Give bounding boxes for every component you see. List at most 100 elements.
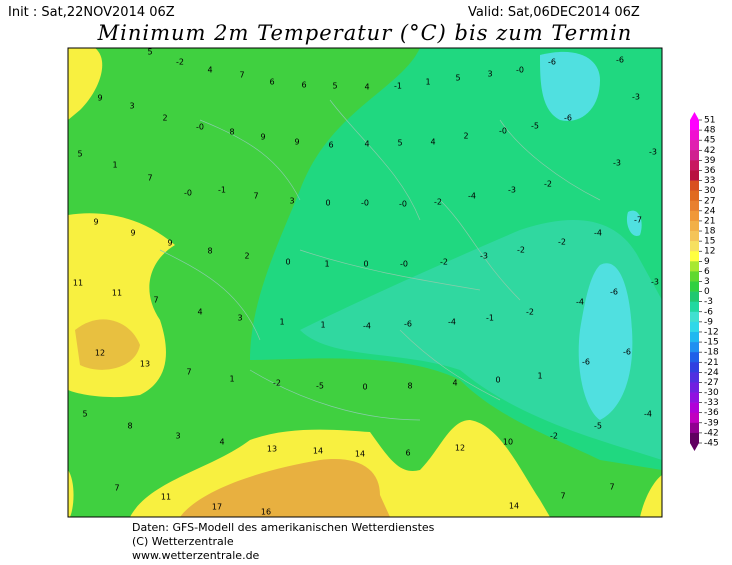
colorbar-band bbox=[690, 120, 699, 131]
temperature-label: 4 bbox=[430, 138, 435, 147]
colorbar-label: -36 bbox=[704, 408, 719, 418]
temperature-label: 0 bbox=[363, 260, 368, 269]
temperature-label: 4 bbox=[219, 438, 224, 447]
temperature-label: 4 bbox=[452, 379, 457, 388]
colorbar-label: -9 bbox=[704, 317, 713, 327]
map-labels: 5 -2 4 7 6 6 5 4 -1 1 5 3 -0 -6 -6 9 3 2 -0 8 9 9 6 4 5 4 2 -0 -5 -6 -… bbox=[73, 48, 659, 517]
temperature-label: 1 bbox=[112, 161, 117, 170]
temperature-label: 2 bbox=[244, 252, 249, 261]
colorbar-band bbox=[690, 200, 699, 212]
colorbar-label: 39 bbox=[704, 156, 716, 166]
temperature-label: 6 bbox=[328, 141, 333, 150]
temperature-label: 9 bbox=[97, 94, 102, 103]
temperature-label: -0 bbox=[184, 189, 192, 198]
temperature-label: -7 bbox=[634, 216, 642, 225]
temperature-label: 0 bbox=[362, 383, 367, 392]
temperature-label: -2 bbox=[550, 432, 558, 441]
footer-source: Daten: GFS-Modell des amerikanischen Wet… bbox=[132, 521, 435, 534]
temperature-label: 13 bbox=[140, 360, 150, 369]
colorbar-label: 30 bbox=[704, 186, 716, 196]
colorbar-label: -27 bbox=[704, 378, 719, 388]
colorbar-tip bbox=[690, 112, 699, 120]
colorbar-band bbox=[690, 251, 699, 262]
temperature-label: -2 bbox=[176, 58, 184, 67]
colorbar-band bbox=[690, 342, 699, 353]
colorbar-band bbox=[690, 160, 699, 171]
colorbar-band bbox=[690, 352, 699, 363]
temperature-label: 0 bbox=[325, 199, 330, 208]
temperature-label: -0 bbox=[499, 127, 507, 136]
colorbar-label: -15 bbox=[704, 338, 719, 348]
temperature-label: 9 bbox=[93, 218, 98, 227]
temperature-label: -0 bbox=[516, 66, 524, 75]
temperature-label: -5 bbox=[531, 122, 539, 131]
temperature-label: -1 bbox=[218, 186, 226, 195]
temperature-label: -6 bbox=[404, 320, 412, 329]
temperature-label: 9 bbox=[167, 239, 172, 248]
colorbar-label: -6 bbox=[704, 307, 713, 317]
temperature-label: 3 bbox=[129, 102, 134, 111]
temperature-label: -0 bbox=[361, 199, 369, 208]
temperature-label: 2 bbox=[463, 132, 468, 141]
temperature-label: 4 bbox=[364, 83, 369, 92]
temperature-label: -0 bbox=[399, 200, 407, 209]
temperature-label: 13 bbox=[267, 445, 277, 454]
temperature-label: 1 bbox=[324, 260, 329, 269]
temperature-label: 8 bbox=[127, 422, 132, 431]
temperature-label: 1 bbox=[425, 78, 430, 87]
colorbar-band bbox=[690, 291, 699, 302]
temperature-label: 10 bbox=[503, 438, 513, 447]
colorbar-label: 12 bbox=[704, 247, 715, 257]
colorbar-label: -45 bbox=[704, 439, 719, 449]
colorbar-label: -18 bbox=[704, 348, 719, 358]
temperature-label: -1 bbox=[486, 314, 494, 323]
temperature-label: 7 bbox=[114, 484, 119, 493]
temperature-label: -6 bbox=[582, 358, 590, 367]
temperature-label: 14 bbox=[313, 447, 323, 456]
temperature-label: -2 bbox=[273, 379, 281, 388]
temperature-label: -3 bbox=[632, 93, 640, 102]
temperature-label: 11 bbox=[112, 289, 122, 298]
colorbar-band bbox=[690, 331, 699, 343]
temperature-label: -6 bbox=[623, 348, 631, 357]
colorbar-tip bbox=[690, 443, 699, 451]
temperature-label: 6 bbox=[301, 81, 306, 90]
colorbar-label: 15 bbox=[704, 237, 715, 247]
temperature-label: -3 bbox=[480, 252, 488, 261]
colorbar-band bbox=[690, 402, 699, 414]
valid-label: Valid: Sat,06DEC2014 06Z bbox=[468, 5, 640, 20]
colorbar-label: -3 bbox=[704, 297, 713, 307]
temperature-label: -1 bbox=[394, 82, 402, 91]
colorbar-label: -12 bbox=[704, 327, 719, 337]
colorbar-label: 18 bbox=[704, 227, 716, 237]
colorbar-band bbox=[690, 432, 699, 444]
colorbar-band bbox=[690, 150, 699, 161]
temperature-label: 1 bbox=[279, 318, 284, 327]
temperature-label: 7 bbox=[239, 71, 244, 80]
colorbar-band bbox=[690, 372, 699, 383]
temperature-label: -2 bbox=[440, 258, 448, 267]
temperature-label: -6 bbox=[610, 288, 618, 297]
colorbar-band bbox=[690, 422, 699, 434]
colorbar-label: -42 bbox=[704, 428, 719, 438]
temperature-label: 5 bbox=[77, 150, 82, 159]
temperature-label: 7 bbox=[560, 492, 565, 501]
temperature-label: -6 bbox=[564, 114, 572, 123]
colorbar-label: 27 bbox=[704, 196, 715, 206]
colorbar-label: 33 bbox=[704, 176, 715, 186]
temperature-label: -3 bbox=[649, 148, 657, 157]
colorbar-band bbox=[690, 170, 699, 181]
temperature-label: 3 bbox=[237, 314, 242, 323]
temperature-label: 16 bbox=[261, 508, 271, 517]
temperature-label: -4 bbox=[644, 410, 652, 419]
temperature-label: 7 bbox=[147, 174, 152, 183]
colorbar-label: 24 bbox=[704, 206, 716, 216]
colorbar-band bbox=[690, 281, 699, 292]
colorbar-band bbox=[690, 220, 699, 232]
temperature-label: 14 bbox=[509, 502, 519, 511]
title: Minimum 2m Temperatur (°C) bis zum Termi… bbox=[97, 21, 633, 45]
temperature-label: 11 bbox=[73, 279, 83, 288]
temperature-label: 5 bbox=[455, 74, 460, 83]
temperature-label: 5 bbox=[397, 139, 402, 148]
